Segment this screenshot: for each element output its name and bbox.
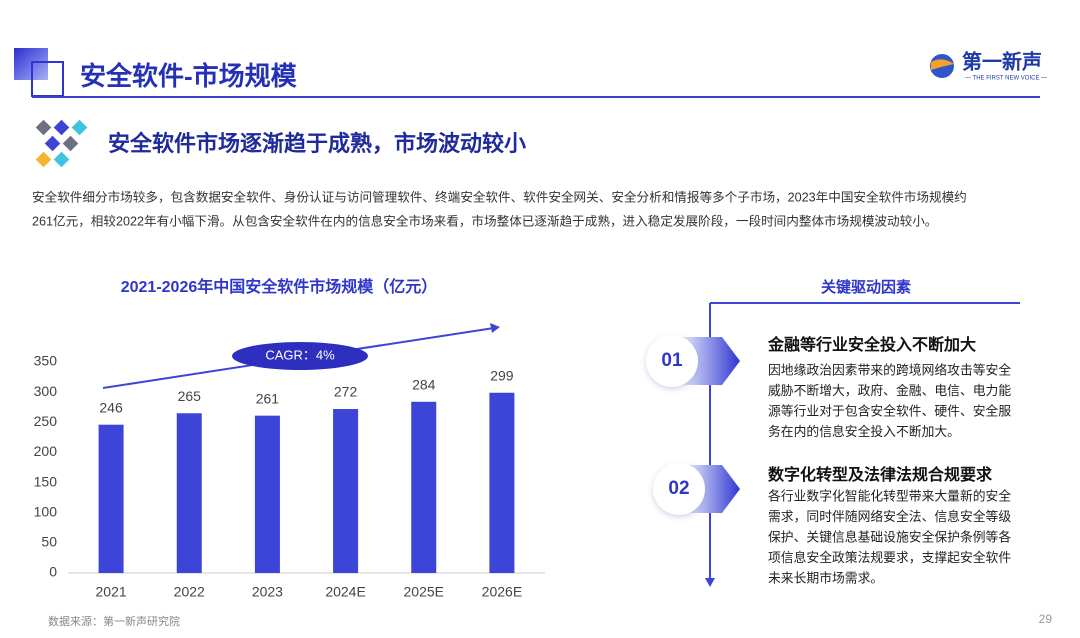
y-tick-label: 0 [49,564,57,580]
value-label: 246 [99,399,123,415]
item-title: 数字化转型及法律法规合规要求 [768,465,993,484]
chart: 0 50 100 150 200 250 300 350 2021 246 2022 265 2023 2… [34,353,545,600]
paragraph-line: 261亿元，相较2022年有小幅下滑。从包含安全软件在内的信息安全市场来看，市场… [32,213,937,228]
section-icon [35,119,88,168]
bar [411,401,437,573]
bar [489,392,515,573]
value-label: 261 [256,390,280,406]
section-title: 安全软件市场逐渐趋于成熟，市场波动较小 [108,131,526,156]
logo-subtitle: — THE FIRST NEW VOICE — [965,76,1047,82]
item-text: 未来长期市场需求。 [768,570,883,585]
y-tick-label: 200 [34,443,58,459]
value-label: 284 [412,376,436,392]
number-badge [646,335,698,387]
y-tick-label: 250 [34,413,58,429]
item-text: 保护、关键信息基础设施安全保护条例等各 [768,529,1011,544]
cagr-badge [232,342,368,370]
x-tick-label: 2025E [404,584,444,600]
logo-icon [931,59,954,70]
cagr-label: CAGR：4% [265,347,335,362]
trend-arrowhead [490,323,500,333]
bar [254,415,280,573]
item-text: 项信息安全政策法规要求，支撑起安全软件 [768,550,1011,565]
x-tick-label: 2026E [482,584,522,600]
page-title: 安全软件-市场规模 [80,61,298,91]
x-tick-label: 2022 [174,584,205,600]
item-text: 因地缘政治因素带来的跨境网络攻击等安全 [768,362,1011,377]
drivers-arrowhead [705,578,715,587]
bar [176,413,202,573]
page-number: 29 [1039,612,1053,626]
bar [333,409,359,573]
source-note: 数据来源：第一新声研究院 [48,614,180,628]
item-text: 各行业数字化智能化转型带来大量新的安全 [768,488,1011,503]
y-tick-label: 100 [34,503,58,519]
value-label: 272 [334,384,358,400]
value-label: 299 [490,367,514,383]
item-text: 源等行业对于包含安全软件、硬件、安全服 [768,403,1011,418]
chart-title: 2021-2026年中国安全软件市场规模（亿元） [121,277,438,296]
item-text: 需求，同时伴随网络安全法、信息安全等级 [768,509,1011,524]
item-number: 01 [661,350,683,371]
y-tick-label: 150 [34,473,58,489]
item-number: 02 [668,478,689,499]
x-tick-label: 2021 [96,584,127,600]
item-text: 威胁不断增大，政府、金融、电信、电力能 [768,383,1011,398]
value-label: 265 [178,388,202,404]
drivers: 01 金融等行业安全投入不断加大因地缘政治因素带来的跨境网络攻击等安全威胁不断增大… [646,335,1011,585]
y-tick-label: 50 [41,534,57,550]
paragraph-line: 安全软件细分市场较多，包含数据安全软件、身份认证与访问管理软件、终端安全软件、软… [32,189,967,204]
y-tick-label: 300 [34,383,58,399]
bar [98,424,124,573]
item-text: 务在内的信息安全投入不断加大。 [768,424,960,439]
number-badge [653,463,705,515]
drivers-title: 关键驱动因素 [821,278,911,296]
logo-text: 第一新声 [962,49,1042,73]
item-title: 金融等行业安全投入不断加大 [767,335,976,354]
x-tick-label: 2024E [325,584,365,600]
y-tick-label: 350 [34,353,58,369]
x-tick-label: 2023 [252,584,283,600]
